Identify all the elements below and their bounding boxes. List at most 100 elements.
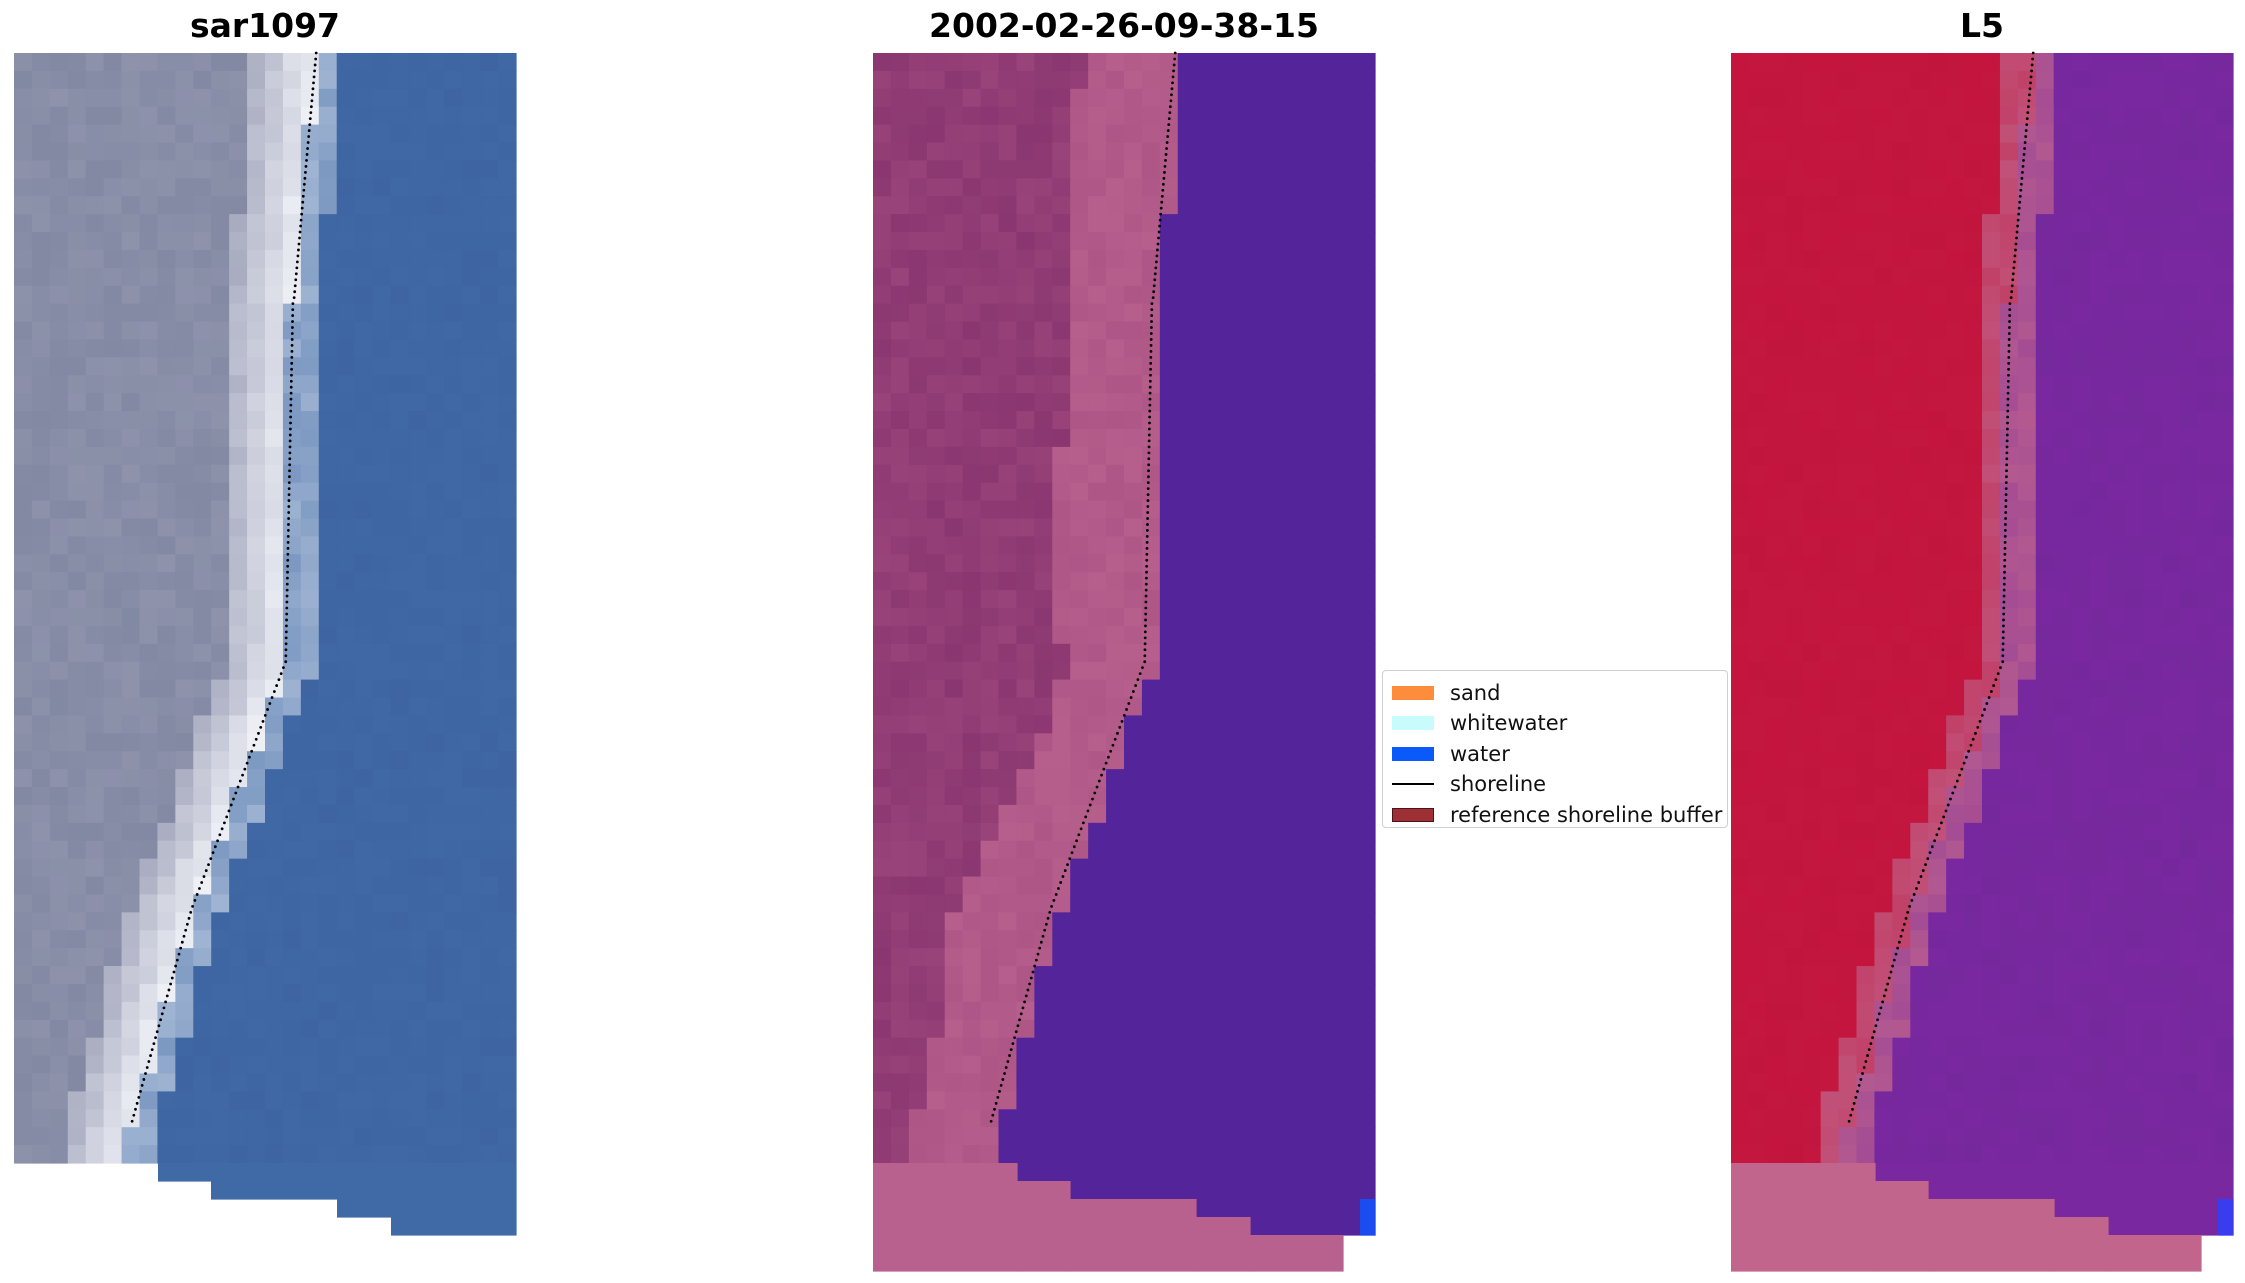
shoreline-dot <box>1164 153 1168 156</box>
shoreline-dot <box>1147 451 1151 455</box>
shoreline-dot <box>301 200 305 204</box>
shoreline-dot <box>298 230 302 234</box>
shoreline-dot <box>1852 1101 1856 1105</box>
shoreline-dot <box>152 1042 156 1046</box>
shoreline-dots <box>989 51 1177 1123</box>
shoreline-dot <box>290 338 294 341</box>
shoreline-dot <box>1869 1042 1873 1046</box>
shoreline-dot <box>2029 75 2033 79</box>
shoreline-dot <box>1146 499 1150 502</box>
shoreline-dot <box>1906 910 1910 914</box>
shoreline-dot <box>1026 988 1030 992</box>
shoreline-dot <box>2028 87 2032 91</box>
shoreline-dot <box>1106 755 1110 759</box>
shoreline-dot <box>2013 254 2017 258</box>
shoreline-dot <box>1967 749 1971 753</box>
shoreline-dot <box>187 916 191 920</box>
shoreline-dot <box>2004 511 2008 514</box>
shoreline-dot <box>1857 1084 1861 1087</box>
shoreline-dot <box>1079 827 1083 831</box>
shoreline-dot <box>1944 809 1948 813</box>
shoreline-dot <box>1157 236 1160 240</box>
classified-pixel-grid <box>873 53 1376 1164</box>
shoreline-dot <box>2029 81 2032 85</box>
legend-label: water <box>1450 741 1510 766</box>
shoreline-dot <box>1116 731 1119 735</box>
shoreline-dot <box>2017 206 2021 210</box>
shoreline-dot <box>2003 558 2007 562</box>
shoreline-dot <box>1958 773 1961 777</box>
shoreline-dot <box>308 123 312 127</box>
shoreline-dot <box>286 552 290 556</box>
shoreline-dot <box>2003 534 2007 538</box>
shoreline-dot <box>1942 815 1946 819</box>
shoreline-dot <box>2003 529 2007 532</box>
legend-line-shoreline <box>1392 783 1434 786</box>
shoreline-dot <box>1093 791 1097 795</box>
shoreline-dot <box>1149 373 1152 377</box>
shoreline-dot <box>1029 976 1033 980</box>
shoreline-dot <box>270 696 274 699</box>
shoreline-dot <box>169 982 173 986</box>
shoreline-dot <box>312 75 316 79</box>
shoreline-dot <box>304 170 307 174</box>
shoreline-dot <box>1013 1036 1016 1040</box>
shoreline-dot <box>1167 123 1171 127</box>
shoreline-dot <box>1147 475 1150 479</box>
shoreline-dot <box>1879 1006 1883 1010</box>
shoreline-dot <box>287 487 291 491</box>
shoreline-dot <box>1161 188 1165 192</box>
shoreline-dot <box>294 278 298 282</box>
shoreline-dot <box>1910 899 1914 902</box>
shoreline-dot <box>290 355 294 359</box>
shoreline-dot <box>1147 445 1151 449</box>
shoreline-dot <box>1866 1054 1869 1057</box>
shoreline-dot <box>288 445 292 449</box>
shoreline-dot <box>184 928 188 932</box>
shoreline-dot <box>1146 523 1149 526</box>
shoreline-dot <box>1992 684 1996 687</box>
shoreline-dot <box>1016 1024 1020 1028</box>
shoreline-dot <box>1059 881 1063 884</box>
shoreline-dot <box>1167 117 1171 121</box>
shoreline-dot <box>1144 612 1148 616</box>
shoreline-dot <box>1144 624 1147 628</box>
shoreline-dot <box>1036 952 1040 956</box>
shoreline-dot <box>1912 893 1916 896</box>
shoreline-dot <box>1155 254 1159 258</box>
shoreline-dot <box>2005 445 2009 449</box>
shoreline-dot <box>1881 1000 1884 1004</box>
shoreline-dot <box>1143 654 1147 658</box>
shoreline-dot <box>2012 266 2016 270</box>
shoreline-dot <box>2003 552 2007 556</box>
shoreline-dot <box>290 373 293 377</box>
shoreline-dot <box>289 379 293 383</box>
rgb-image-panel <box>14 51 517 1236</box>
shoreline-dot <box>288 475 291 479</box>
shoreline-dot <box>2025 123 2029 127</box>
shoreline-dot <box>2006 391 2010 395</box>
shoreline-dot <box>200 881 204 884</box>
shoreline-dot <box>2006 385 2010 389</box>
shoreline-dot <box>1061 875 1065 878</box>
shoreline-dot <box>147 1060 151 1063</box>
shoreline-dot <box>250 749 254 753</box>
shoreline-dot <box>2021 170 2024 174</box>
shoreline-dot <box>1023 1000 1026 1004</box>
shoreline-dot <box>1111 743 1115 747</box>
shoreline-dot <box>2016 218 2020 222</box>
shoreline-dot <box>213 845 217 849</box>
shoreline-dot <box>285 624 288 628</box>
shoreline-dot <box>1987 696 1991 699</box>
shoreline-dot <box>1962 761 1966 765</box>
shoreline-dot <box>134 1107 137 1111</box>
shoreline-dot <box>1075 839 1078 843</box>
shoreline-dot <box>268 702 272 705</box>
shoreline-dot <box>2001 654 2005 658</box>
shoreline-dot <box>1150 314 1154 317</box>
shoreline-dot <box>1120 719 1124 723</box>
shoreline-dot <box>1166 135 1170 138</box>
shoreline-dot <box>2007 338 2011 341</box>
shoreline-dot <box>1946 803 1950 807</box>
shoreline-dot <box>137 1095 141 1099</box>
